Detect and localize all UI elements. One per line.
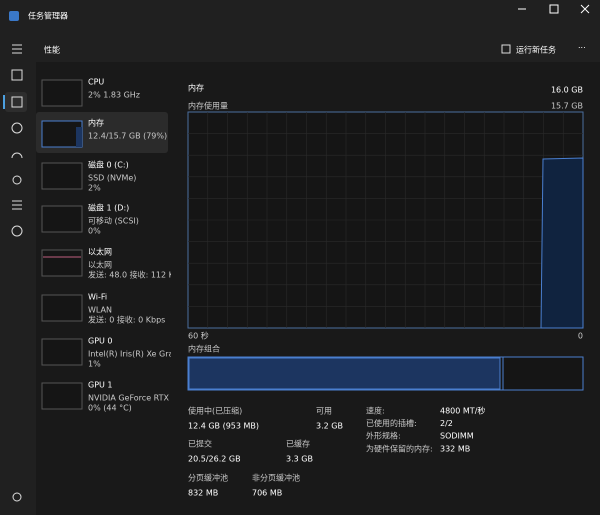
item-detail: 可移动 (SCSI) [88, 216, 139, 226]
item-detail: 2% 1.83 GHz [88, 91, 140, 100]
detail-value: 4800 MT/秒 [440, 406, 485, 416]
item-detail: Intel(R) Iris(R) Xe Grap [88, 350, 179, 359]
graph-x-left: 60 秒 [188, 331, 209, 341]
stat-label: 已提交 [188, 439, 212, 449]
item-detail: 1% [88, 360, 101, 369]
thumbnail [41, 294, 83, 322]
resource-total: 16.0 GB [551, 86, 583, 95]
item-name: 磁盘 0 (C:) [88, 160, 129, 170]
detail-label: 外形规格: [366, 431, 401, 441]
item-detail: WLAN [88, 306, 112, 315]
app-icon [9, 11, 19, 21]
thumbnail [41, 79, 83, 107]
thumbnail [41, 162, 83, 190]
composition-label: 内存组合 [188, 344, 220, 354]
graph-label: 内存使用量 [188, 101, 228, 111]
menu-button[interactable] [12, 44, 22, 54]
thumbnail [41, 382, 83, 410]
nav-performance-bg[interactable] [5, 92, 27, 112]
resource-title: 内存 [188, 83, 204, 93]
page-title: 性能 [44, 45, 60, 55]
item-detail: 0% (44 °C) [88, 404, 132, 413]
item-detail: 0% [88, 227, 101, 236]
stat-label: 分页缓冲池 [188, 473, 228, 483]
nav-processes[interactable] [11, 69, 23, 81]
stat-label: 已缓存 [286, 439, 310, 449]
window-title: 任务管理器 [28, 11, 68, 21]
item-detail: 发送: 48.0 接收: 112 K [88, 270, 175, 280]
sidebar-item[interactable]: 磁盘 0 (C:) SSD (NVMe)2% [41, 160, 136, 193]
thumbnail [41, 120, 83, 148]
stat-label: 使用中(已压缩) [188, 406, 242, 416]
nav-services[interactable] [11, 225, 23, 237]
sidebar-item[interactable]: CPU 2% 1.83 GHz [41, 78, 140, 107]
run-task-button[interactable]: 运行新任务 [516, 45, 556, 55]
usage-area [540, 157, 584, 329]
detail-value: 332 MB [440, 444, 470, 453]
item-detail: 发送: 0 接收: 0 Kbps [88, 315, 165, 325]
item-detail: NVIDIA GeForce RTX [88, 394, 170, 403]
sidebar-item[interactable]: 磁盘 1 (D:) 可移动 (SCSI)0% [41, 203, 139, 236]
item-name: 磁盘 1 (D:) [88, 203, 129, 213]
thumbnail [41, 249, 83, 277]
sidebar-item[interactable]: 内存 12.4/15.7 GB (79%) [36, 112, 168, 153]
item-name: Wi-Fi [88, 293, 107, 302]
item-name: CPU [88, 78, 104, 87]
detail-value: SODIMM [440, 432, 474, 441]
nav-performance[interactable] [11, 96, 23, 108]
sidebar: CPU 2% 1.83 GHz 内存 12.4/15.7 GB (79%) 磁盘 0 (… [36, 78, 179, 413]
stat-value: 832 MB [188, 489, 218, 498]
item-name: 内存 [88, 118, 104, 128]
item-name: 以太网 [88, 247, 112, 257]
usage-graph [187, 111, 584, 329]
nav-history[interactable] [11, 122, 23, 134]
nav-bar [3, 44, 27, 502]
composition-in-use [188, 357, 501, 390]
detail-label: 已使用的插槽: [366, 418, 417, 428]
detail-label: 为硬件保留的内存: [366, 443, 433, 453]
nav-startup[interactable] [11, 152, 23, 159]
stat-value: 3.3 GB [286, 455, 313, 464]
item-detail: 2% [88, 184, 101, 193]
item-detail: 以太网 [88, 260, 112, 270]
thumbnail [41, 338, 83, 366]
run-task-icon[interactable] [501, 44, 511, 54]
more-button[interactable]: ··· [578, 44, 586, 53]
stat-label: 非分页缓冲池 [252, 473, 300, 483]
nav-users[interactable] [12, 175, 22, 185]
thumbnail [41, 205, 83, 233]
detail-label: 速度: [366, 406, 385, 416]
nav-settings[interactable] [12, 492, 22, 502]
graph-grid [188, 112, 583, 328]
close-button[interactable] [580, 4, 590, 14]
item-detail: 12.4/15.7 GB (79%) [88, 132, 167, 141]
graph-x-right: 0 [578, 332, 583, 341]
stat-label: 可用 [316, 407, 332, 416]
stat-value: 706 MB [252, 489, 282, 498]
detail-value: 2/2 [440, 419, 453, 428]
item-name: GPU 1 [88, 381, 113, 390]
graph-max: 15.7 GB [551, 102, 583, 111]
nav-details[interactable] [12, 200, 22, 210]
nav-indicator [3, 95, 5, 109]
item-name: GPU 0 [88, 337, 113, 346]
thumbnail-fill [76, 127, 82, 147]
stat-value: 3.2 GB [316, 422, 343, 431]
maximize-button[interactable] [549, 4, 559, 14]
stat-value: 12.4 GB (953 MB) [188, 422, 259, 431]
stat-value: 20.5/26.2 GB [188, 455, 241, 464]
item-detail: SSD (NVMe) [88, 174, 136, 183]
